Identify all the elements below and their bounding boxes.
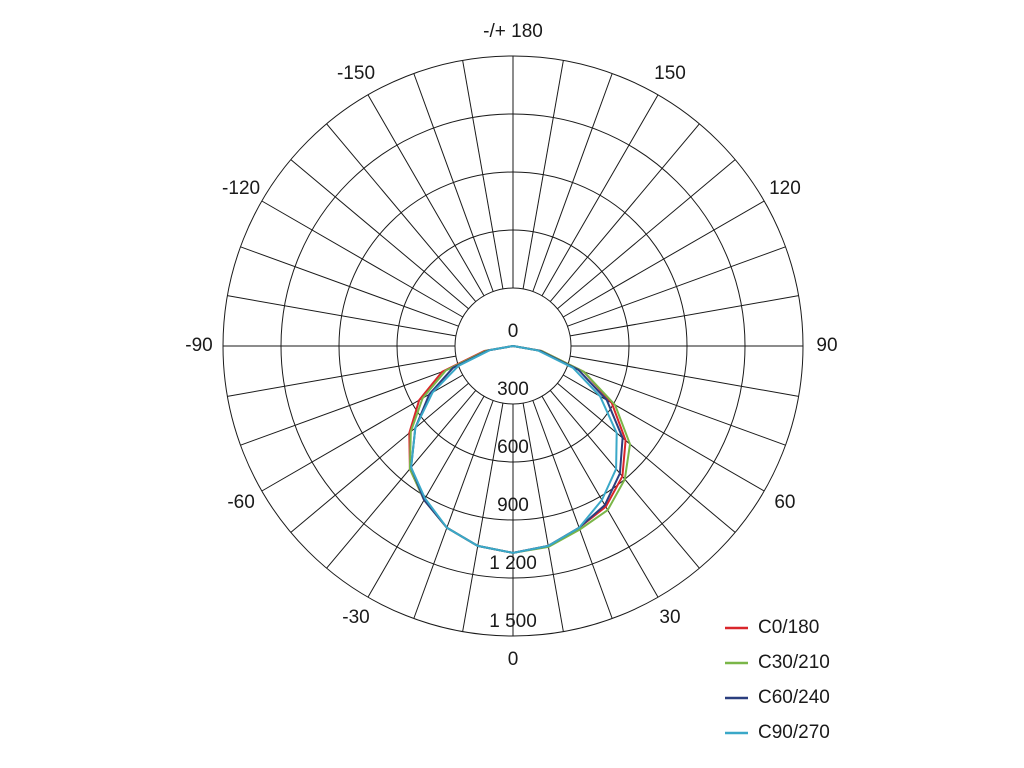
radial-grid-ring [396,229,630,463]
angle-tick-label: 90 [816,335,837,356]
angle-tick-label: 60 [774,492,795,513]
legend-label: C60/240 [758,687,830,708]
angle-tick-label: -120 [222,178,260,199]
radial-grid-ring [454,287,572,405]
angle-tick-label: -/+ 180 [483,21,543,42]
radial-grid-ring [280,113,746,579]
radial-tick-label: 900 [497,495,529,516]
legend-label: C90/270 [758,722,830,743]
angle-tick-label: -60 [227,492,254,513]
radial-tick-label: 1 200 [489,553,537,574]
legend-label: C0/180 [758,617,819,638]
angle-tick-label: 120 [769,178,801,199]
angle-tick-label: -150 [337,63,375,84]
radial-grid-ring [338,171,688,521]
angle-tick-label: 0 [508,649,519,670]
angle-tick-label: -90 [185,335,212,356]
legend-label: C30/210 [758,652,830,673]
radial-tick-label: 0 [508,321,519,342]
series-line [410,345,618,554]
radial-tick-label: 1 500 [489,611,537,632]
angle-tick-label: 30 [659,607,680,628]
radial-grid-ring [222,55,804,637]
radial-tick-label: 300 [497,379,529,400]
angle-tick-label: 150 [654,63,686,84]
angle-tick-label: -30 [342,607,369,628]
radial-tick-label: 600 [497,437,529,458]
